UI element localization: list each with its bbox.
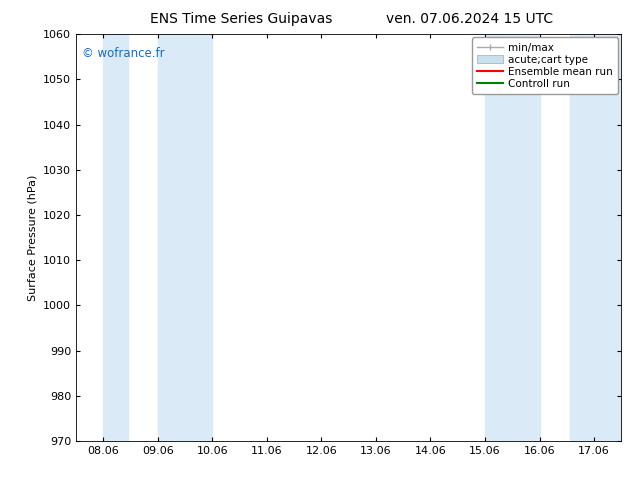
Bar <box>569 34 621 441</box>
Bar <box>103 34 128 441</box>
Bar <box>158 34 212 441</box>
Y-axis label: Surface Pressure (hPa): Surface Pressure (hPa) <box>27 174 37 301</box>
Text: © wofrance.fr: © wofrance.fr <box>82 47 164 59</box>
Bar <box>485 34 540 441</box>
Legend: min/max, acute;cart type, Ensemble mean run, Controll run: min/max, acute;cart type, Ensemble mean … <box>472 37 618 94</box>
Text: ven. 07.06.2024 15 UTC: ven. 07.06.2024 15 UTC <box>385 12 553 26</box>
Text: ENS Time Series Guipavas: ENS Time Series Guipavas <box>150 12 332 26</box>
